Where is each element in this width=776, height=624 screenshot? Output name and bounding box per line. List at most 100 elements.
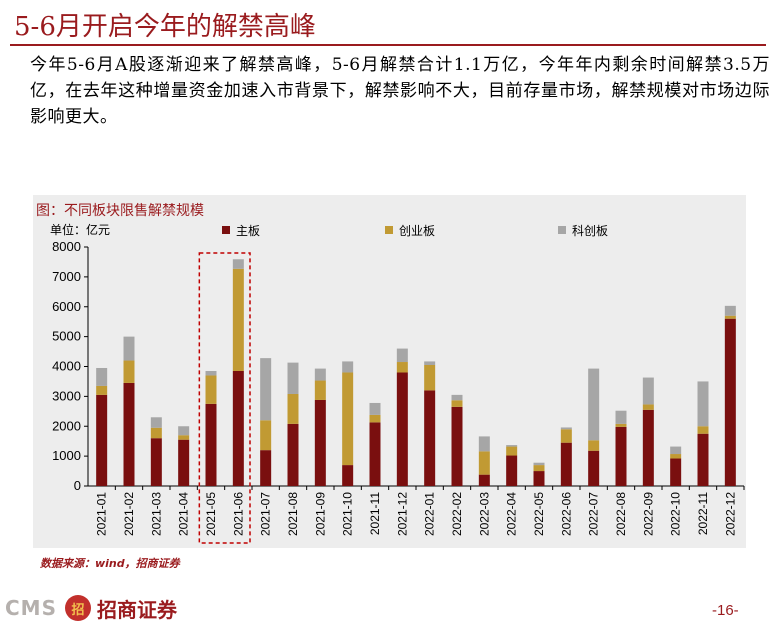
y-tick-label: 7000 <box>52 269 81 284</box>
x-tick-label: 2022-02 <box>450 492 464 536</box>
x-tick-label: 2021-07 <box>259 492 273 536</box>
bar-segment-3 <box>396 348 408 363</box>
bar-segment-3 <box>697 381 709 427</box>
bar-segment-1 <box>506 455 518 486</box>
bar-segment-1 <box>123 382 135 486</box>
y-unit-label: 单位：亿元 <box>50 222 110 237</box>
x-tick-label: 2021-09 <box>313 492 327 536</box>
y-tick-label: 2000 <box>52 418 81 433</box>
bar-segment-1 <box>533 471 545 486</box>
legend-label-3: 科创板 <box>572 224 608 238</box>
bar-segment-1 <box>342 465 354 486</box>
x-tick-label: 2022-01 <box>423 492 437 536</box>
x-tick-label: 2022-08 <box>614 492 628 536</box>
bar-segment-2 <box>642 404 654 410</box>
x-tick-label: 2022-12 <box>723 492 737 536</box>
bar-segment-1 <box>96 394 108 486</box>
bar-segment-3 <box>342 361 354 373</box>
x-tick-label: 2021-08 <box>286 492 300 536</box>
bar-segment-2 <box>560 429 572 443</box>
y-tick-label: 3000 <box>52 388 81 403</box>
bar-segment-2 <box>588 440 600 451</box>
legend-swatch-3 <box>558 226 566 234</box>
bar-segment-2 <box>478 451 490 475</box>
x-tick-label: 2021-05 <box>204 492 218 536</box>
bar-segment-3 <box>178 426 190 436</box>
bar-segment-1 <box>588 450 600 486</box>
bar-segment-3 <box>369 402 381 415</box>
x-tick-label: 2021-02 <box>122 492 136 536</box>
bar-segment-3 <box>670 446 682 455</box>
bar-segment-2 <box>287 393 299 424</box>
bar-segment-2 <box>342 372 354 466</box>
highlight-box <box>198 252 251 544</box>
bar-segment-2 <box>451 400 463 407</box>
bar-segment-2 <box>205 375 217 404</box>
bar-segment-3 <box>424 361 436 366</box>
bar-segment-3 <box>314 368 326 381</box>
x-tick-label: 2022-11 <box>696 492 710 535</box>
x-tick-label: 2022-06 <box>559 492 573 536</box>
bar-segment-3 <box>123 336 135 361</box>
legend-swatch-2 <box>385 226 393 234</box>
bar-segment-1 <box>560 442 572 486</box>
bar-segment-2 <box>697 426 709 434</box>
logo-chinese-text: 招商证券 <box>96 597 177 622</box>
chart-panel <box>33 195 746 548</box>
x-tick-label: 2021-10 <box>341 492 355 536</box>
bar-segment-3 <box>506 445 518 447</box>
x-tick-label: 2021-03 <box>149 492 163 536</box>
y-tick-label: 5000 <box>52 329 81 344</box>
x-tick-label: 2022-09 <box>641 492 655 536</box>
x-tick-label: 2022-10 <box>669 492 683 536</box>
bar-segment-3 <box>205 370 217 376</box>
legend-swatch-1 <box>222 226 230 234</box>
bar-segment-1 <box>478 474 490 486</box>
x-tick-label: 2022-07 <box>587 492 601 536</box>
logo-emblem-icon: 招 <box>64 595 91 621</box>
bar-segment-3 <box>560 427 572 430</box>
y-tick-label: 1000 <box>52 448 81 463</box>
x-tick-label: 2021-01 <box>95 492 109 536</box>
bar-segment-1 <box>314 399 326 486</box>
bar-segment-2 <box>96 385 108 395</box>
bar-segment-3 <box>588 368 600 441</box>
bar-segment-3 <box>724 305 736 316</box>
x-tick-label: 2021-11 <box>368 492 382 535</box>
bar-segment-1 <box>287 423 299 486</box>
y-tick-label: 0 <box>74 478 81 493</box>
x-tick-label: 2022-03 <box>477 492 491 536</box>
y-tick-label: 4000 <box>52 359 81 374</box>
bar-segment-1 <box>451 406 463 486</box>
page-title: 5-6月开启今年的解禁高峰 <box>14 12 316 42</box>
brand-logo: CMS 招 招商证券 <box>5 594 177 622</box>
bar-segment-1 <box>424 390 436 486</box>
bar-segment-2 <box>232 268 244 371</box>
bar-segment-2 <box>123 360 135 383</box>
bar-segment-3 <box>96 367 108 386</box>
bar-segment-1 <box>369 422 381 486</box>
bar-segment-3 <box>260 358 272 421</box>
title-divider <box>10 44 766 46</box>
bar-segment-3 <box>615 410 627 424</box>
bar-segment-2 <box>533 465 545 472</box>
chart-title: 图：不同板块限售解禁规模 <box>36 203 204 219</box>
bar-segment-1 <box>396 372 408 486</box>
bar-segment-2 <box>369 414 381 423</box>
bar-segment-1 <box>724 318 736 486</box>
bar-segment-1 <box>260 450 272 486</box>
bar-segment-1 <box>670 458 682 486</box>
page-number: -16- <box>712 602 739 619</box>
bar-segment-3 <box>150 417 162 428</box>
x-tick-label: 2021-06 <box>231 492 245 536</box>
bar-segment-3 <box>232 259 244 269</box>
bar-segment-3 <box>451 394 463 401</box>
bar-segment-1 <box>150 438 162 486</box>
bar-segment-2 <box>260 420 272 451</box>
bar-segment-2 <box>615 423 627 427</box>
bar-segment-3 <box>478 436 490 452</box>
legend-label-2: 创业板 <box>399 224 435 238</box>
y-tick-label: 6000 <box>52 299 81 314</box>
bar-segment-1 <box>205 403 217 486</box>
